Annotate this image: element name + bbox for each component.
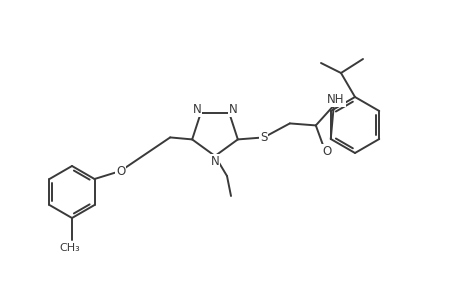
Text: CH₃: CH₃ bbox=[60, 243, 80, 253]
Text: N: N bbox=[228, 103, 237, 116]
Text: N: N bbox=[210, 154, 219, 167]
Text: NH: NH bbox=[326, 93, 344, 106]
Text: N: N bbox=[192, 103, 201, 116]
Text: O: O bbox=[116, 164, 125, 178]
Text: S: S bbox=[260, 131, 267, 144]
Text: O: O bbox=[321, 145, 331, 158]
